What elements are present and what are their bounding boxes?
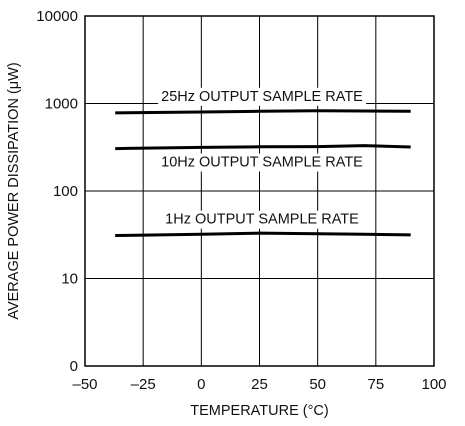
y-tick-label: 10000 xyxy=(36,8,78,25)
y-tick-label: 1000 xyxy=(45,96,78,113)
series-annotations: 25Hz OUTPUT SAMPLE RATE 10Hz OUTPUT SAMPL… xyxy=(158,87,367,229)
plot-frame xyxy=(84,15,435,367)
x-tick-label: –50 xyxy=(72,376,97,393)
x-tick-label: 75 xyxy=(367,376,384,393)
y-tick-label: 100 xyxy=(53,183,78,200)
series-label: 1Hz OUTPUT SAMPLE RATE xyxy=(165,212,359,228)
grid xyxy=(85,16,434,366)
series-line xyxy=(115,144,411,151)
x-tick-label: 25 xyxy=(251,376,268,393)
x-tick-label: 50 xyxy=(309,376,326,393)
series-label: 25Hz OUTPUT SAMPLE RATE xyxy=(161,89,363,105)
series-lines xyxy=(115,109,411,237)
y-axis-label: AVERAGE POWER DISSIPATION (μW) xyxy=(6,62,22,319)
series-label: 10Hz OUTPUT SAMPLE RATE xyxy=(161,155,363,171)
y-tick-labels: 0 10 100 1000 10000 xyxy=(36,8,78,375)
y-tick-label: 10 xyxy=(61,271,78,288)
series-label-background xyxy=(158,87,367,106)
series-line xyxy=(115,109,411,115)
x-tick-label: –25 xyxy=(131,376,156,393)
series-label-background xyxy=(162,210,363,229)
series-label-background xyxy=(158,153,367,172)
series-line xyxy=(115,231,411,237)
x-axis-label: TEMPERATURE (°C) xyxy=(190,403,328,419)
y-tick-label: 0 xyxy=(70,358,78,375)
x-tick-label: 100 xyxy=(421,376,446,393)
x-tick-label: 0 xyxy=(197,376,205,393)
x-tick-labels: –50 –25 0 25 50 75 100 xyxy=(72,376,446,393)
